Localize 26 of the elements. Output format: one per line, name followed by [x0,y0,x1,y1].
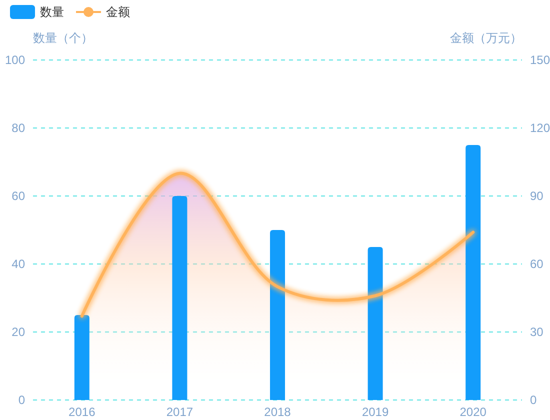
bar [172,196,188,400]
y-tick-label: 80 [12,121,26,136]
bar [466,145,481,400]
y-tick-label: 100 [4,53,26,68]
y-tick-label: 20 [12,325,26,340]
bar [74,315,90,400]
y-tick-label: 40 [12,257,26,272]
x-tick-label: 2018 [264,405,292,419]
bar [368,247,383,400]
legend-label: 数量 [40,5,64,20]
legend-label: 金额 [106,5,130,20]
y2-tick-label: 120 [530,121,550,136]
y2-tick-label: 60 [530,257,544,272]
x-tick-label: 2016 [68,405,96,419]
bar [270,230,285,400]
y2-tick-label: 0 [530,393,537,408]
x-tick-label: 2020 [460,405,487,419]
y2-tick-label: 90 [530,189,544,204]
y-tick-label: 0 [18,393,26,408]
x-tick-label: 2017 [166,405,194,419]
y2-tick-label: 150 [530,53,550,68]
y-axis-title: 数量（个） [33,31,93,45]
y2-tick-label: 30 [530,325,544,340]
y2-axis-title: 金额（万元） [450,31,522,45]
y-tick-label: 60 [12,189,26,204]
x-tick-label: 2019 [362,405,389,419]
